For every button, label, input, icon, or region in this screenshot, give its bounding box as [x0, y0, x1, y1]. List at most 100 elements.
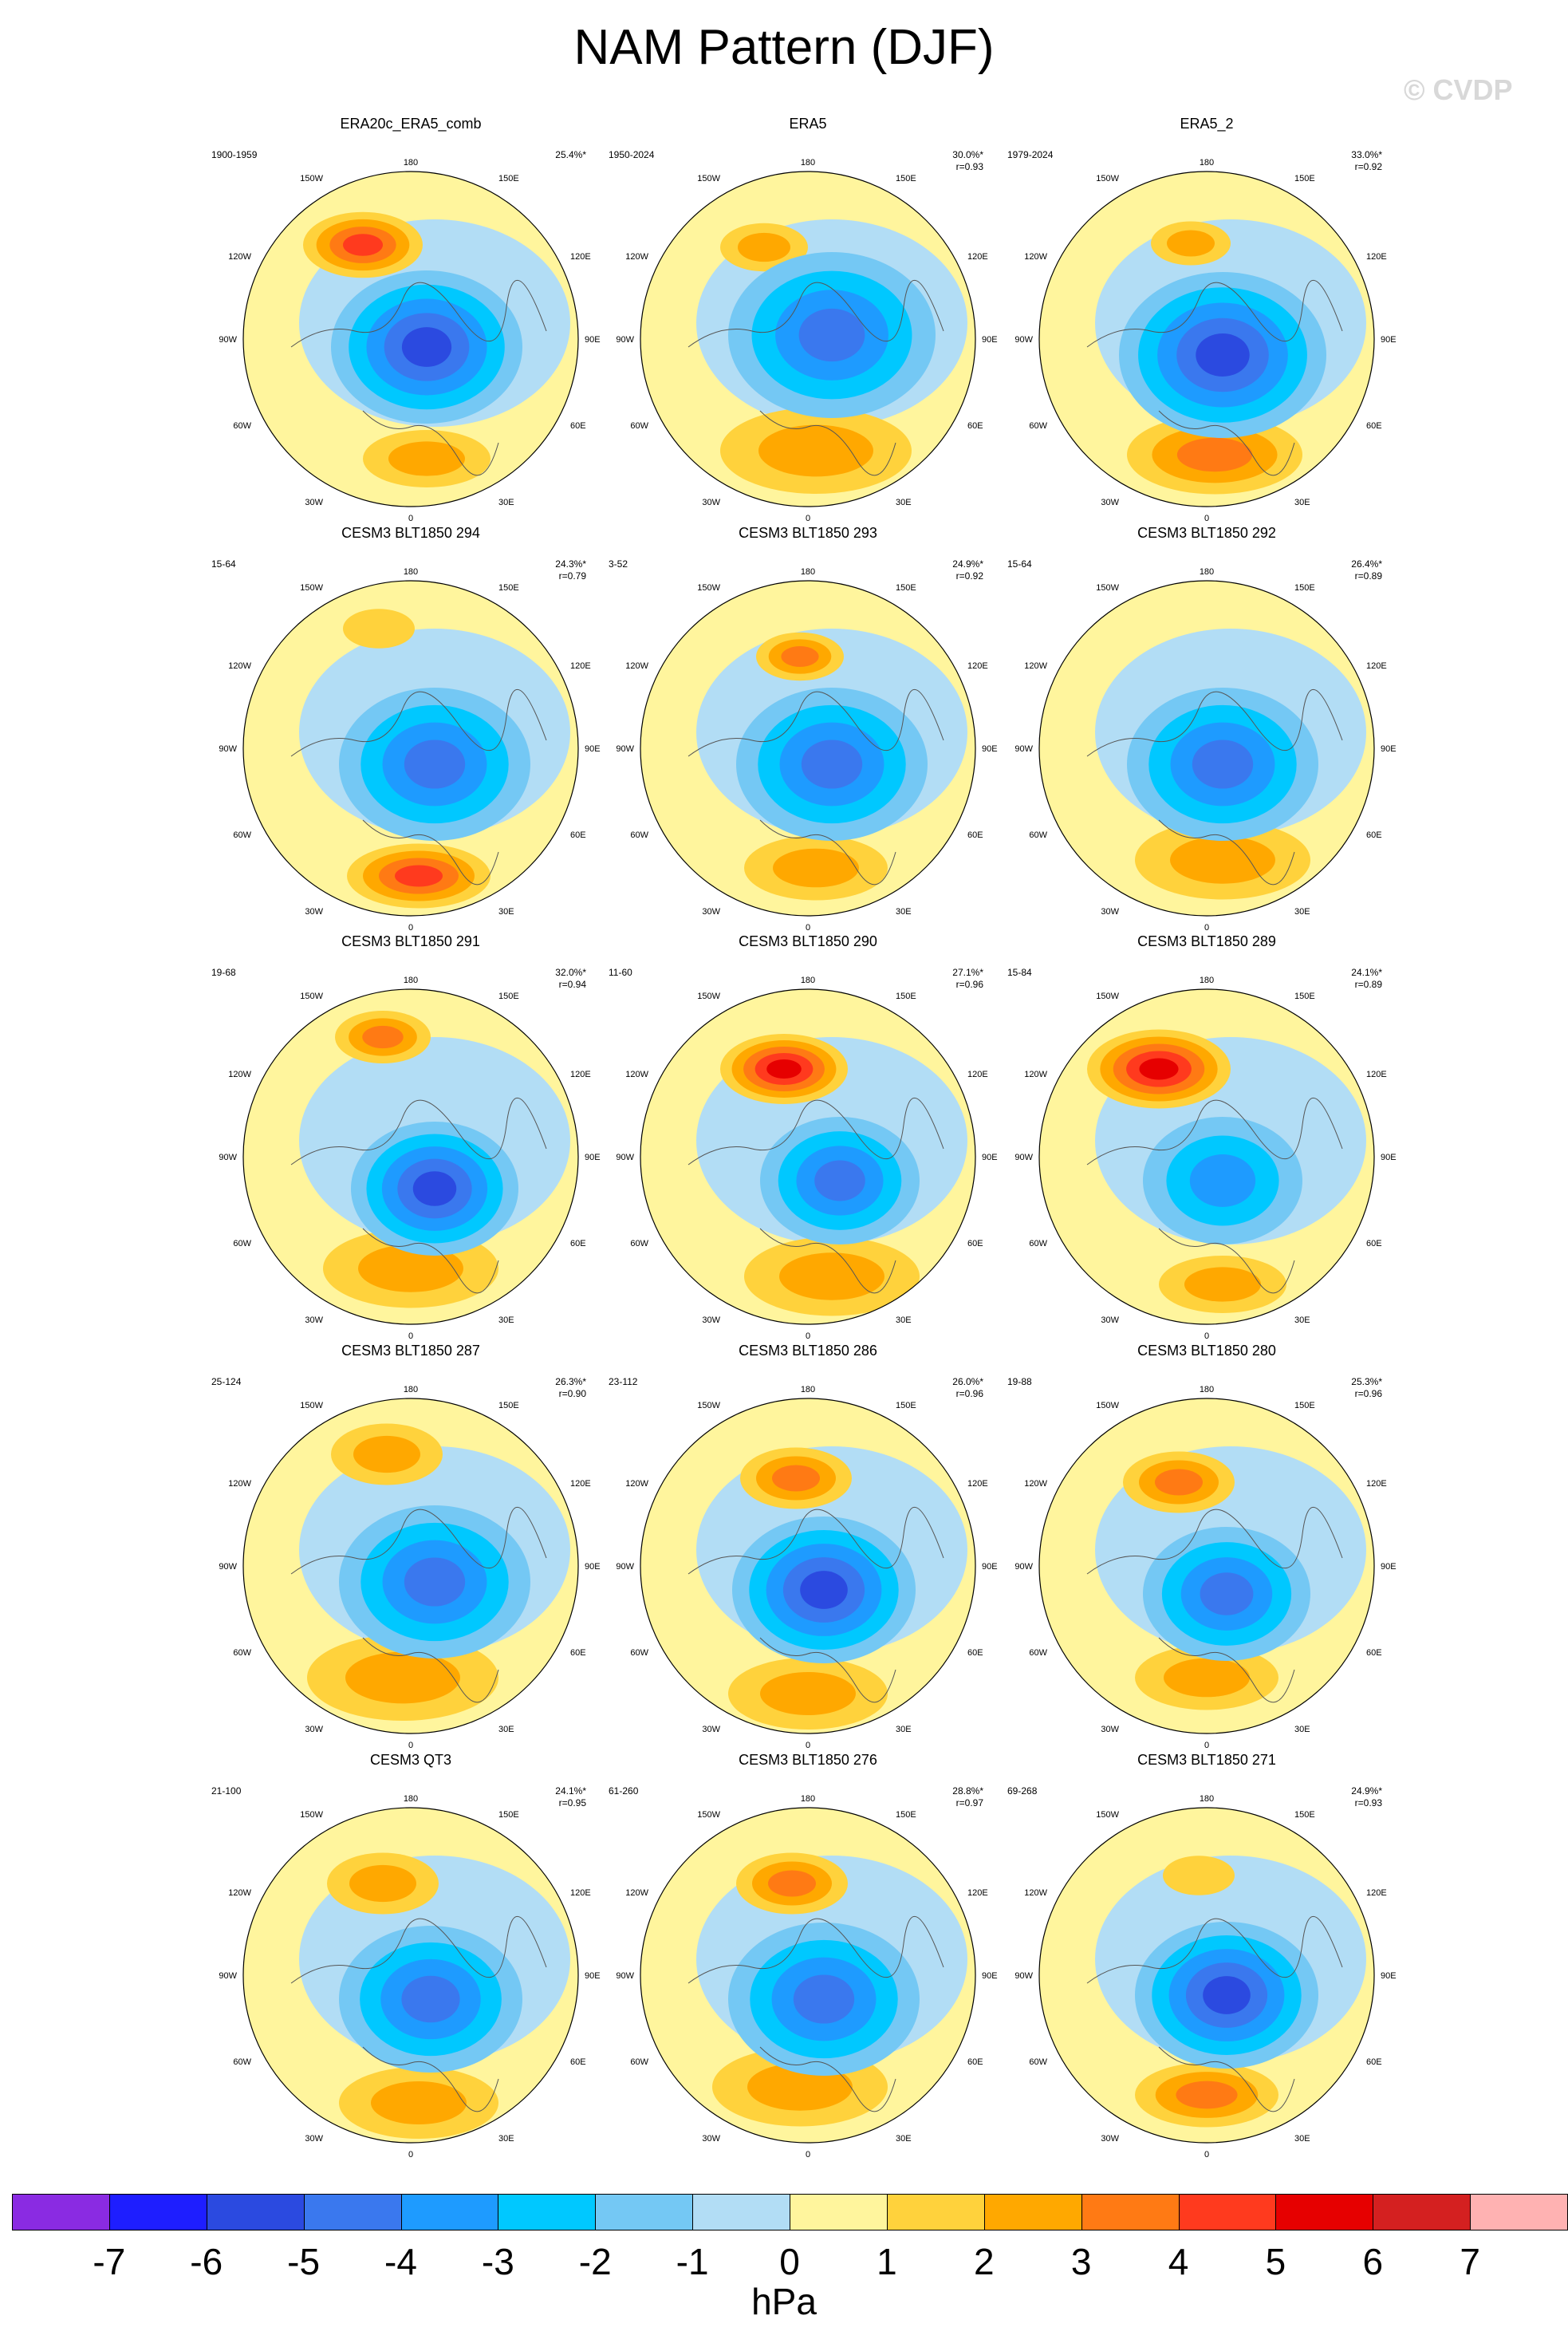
- svg-text:30W: 30W: [702, 907, 720, 917]
- pattern-correlation: r=0.96: [1354, 1388, 1382, 1399]
- polar-map: 180 0 90W 90E 150W 120W 150E 120E 60W 30W 60E 30E: [616, 567, 997, 933]
- svg-text:120W: 120W: [625, 1070, 648, 1079]
- svg-text:150E: 150E: [896, 174, 916, 183]
- pattern-correlation: r=0.96: [955, 979, 983, 990]
- svg-text:90W: 90W: [616, 335, 634, 345]
- svg-text:150W: 150W: [697, 583, 720, 593]
- svg-text:120W: 120W: [1024, 1888, 1047, 1898]
- panel-variance: 24.3%* r=0.79: [498, 558, 586, 582]
- svg-text:90W: 90W: [616, 1971, 634, 1981]
- map-panel: 180 0 90W 90E 150W 120W 150E 120E 60W 30W 60E 30E CE…: [601, 1752, 1015, 2167]
- panel-title: ERA5_2: [1180, 116, 1234, 132]
- colorbar-swatch: [1178, 2194, 1277, 2230]
- colorbar-swatch: [1470, 2194, 1568, 2230]
- panel-variance: 30.0%* r=0.93: [896, 149, 983, 173]
- variance-explained: 32.0%*: [555, 967, 586, 978]
- panel-variance: 28.8%* r=0.97: [896, 1785, 983, 1809]
- svg-text:180: 180: [1200, 1385, 1214, 1394]
- svg-text:60W: 60W: [630, 830, 648, 840]
- svg-text:0: 0: [806, 923, 810, 933]
- svg-text:0: 0: [1204, 514, 1209, 523]
- pattern-correlation: r=0.92: [1354, 161, 1382, 172]
- variance-explained: 25.4%*: [555, 149, 586, 160]
- map-panel: 180 0 90W 90E 150W 120W 150E 120E 60W 30W 60E 30E CE…: [601, 1343, 1015, 1757]
- svg-text:90E: 90E: [585, 744, 601, 754]
- svg-text:0: 0: [1204, 1741, 1209, 1750]
- svg-text:150W: 150W: [1096, 1810, 1119, 1820]
- colorbar-label: -6: [190, 2241, 223, 2282]
- svg-text:30W: 30W: [1101, 498, 1119, 507]
- svg-text:30E: 30E: [498, 1315, 514, 1325]
- panel-years: 21-100: [211, 1785, 242, 1797]
- svg-text:30E: 30E: [896, 1315, 912, 1325]
- panel-years: 1950-2024: [609, 149, 655, 160]
- pattern-correlation: r=0.89: [1354, 979, 1382, 990]
- svg-text:60W: 60W: [233, 2057, 251, 2067]
- panel-variance: 25.4%*: [498, 149, 586, 161]
- svg-text:90W: 90W: [1014, 1153, 1033, 1162]
- polar-map: 180 0 90W 90E 150W 120W 150E 120E 60W 30W 60E 30E: [219, 976, 600, 1341]
- svg-text:120W: 120W: [625, 252, 648, 262]
- svg-text:60E: 60E: [1366, 830, 1382, 840]
- svg-text:90W: 90W: [1014, 1562, 1033, 1572]
- panel-title: CESM3 BLT1850 286: [739, 1343, 877, 1359]
- svg-text:180: 180: [404, 567, 418, 577]
- svg-text:180: 180: [801, 976, 815, 985]
- panel-years: 11-60: [609, 967, 632, 978]
- panel-title: CESM3 BLT1850 290: [739, 933, 877, 949]
- svg-text:30W: 30W: [305, 498, 323, 507]
- svg-text:180: 180: [404, 158, 418, 168]
- svg-text:180: 180: [1200, 1794, 1214, 1804]
- svg-text:30E: 30E: [896, 907, 912, 917]
- svg-text:30W: 30W: [305, 907, 323, 917]
- panel-variance: 26.3%* r=0.90: [498, 1376, 586, 1400]
- colorbar-label: 6: [1362, 2241, 1384, 2282]
- svg-text:0: 0: [806, 1331, 810, 1341]
- svg-text:30E: 30E: [498, 498, 514, 507]
- pattern-correlation: r=0.79: [558, 570, 586, 582]
- panel-years: 15-64: [1007, 558, 1032, 570]
- map-panel: 180 0 90W 90E 150W 120W 150E 120E 60W 30W 60E 30E CE…: [203, 1343, 618, 1757]
- svg-text:150E: 150E: [498, 992, 519, 1001]
- colorbar-swatch: [498, 2194, 597, 2230]
- svg-text:150W: 150W: [1096, 992, 1119, 1001]
- svg-text:150W: 150W: [300, 583, 323, 593]
- svg-text:90E: 90E: [585, 1971, 601, 1981]
- colorbar-label: -5: [287, 2241, 321, 2282]
- svg-text:90E: 90E: [1381, 744, 1397, 754]
- svg-text:60W: 60W: [630, 421, 648, 431]
- svg-text:60E: 60E: [570, 830, 586, 840]
- svg-text:90E: 90E: [585, 1562, 601, 1572]
- svg-text:120W: 120W: [228, 661, 251, 671]
- polar-map: 180 0 90W 90E 150W 120W 150E 120E 60W 30W 60E 30E: [1014, 567, 1397, 933]
- svg-text:120W: 120W: [1024, 1479, 1047, 1489]
- svg-text:150E: 150E: [498, 1810, 519, 1820]
- panel-variance: 26.0%* r=0.96: [896, 1376, 983, 1400]
- pattern-correlation: r=0.89: [1354, 570, 1382, 582]
- svg-text:90W: 90W: [616, 744, 634, 754]
- panel-years: 23-112: [609, 1376, 638, 1387]
- pattern-correlation: r=0.97: [955, 1797, 983, 1808]
- map-panel: 180 0 90W 90E 150W 120W 150E 120E 60W 30W 60E 30E ER…: [203, 116, 618, 531]
- variance-explained: 33.0%*: [1351, 149, 1382, 160]
- svg-text:150W: 150W: [300, 174, 323, 183]
- svg-text:30W: 30W: [702, 498, 720, 507]
- map-panel: 180 0 90W 90E 150W 120W 150E 120E 60W 30W 60E 30E CE…: [203, 933, 618, 1348]
- svg-text:60E: 60E: [1366, 1239, 1382, 1248]
- panel-title: CESM3 BLT1850 280: [1137, 1343, 1276, 1359]
- svg-text:60E: 60E: [1366, 2057, 1382, 2067]
- svg-text:120W: 120W: [625, 1888, 648, 1898]
- svg-text:90W: 90W: [1014, 335, 1033, 345]
- svg-text:90E: 90E: [1381, 1562, 1397, 1572]
- panel-title: CESM3 BLT1850 287: [341, 1343, 480, 1359]
- svg-text:90E: 90E: [982, 335, 998, 345]
- svg-text:180: 180: [801, 1794, 815, 1804]
- panel-variance: 24.1%* r=0.89: [1294, 967, 1382, 991]
- panel-variance: 27.1%* r=0.96: [896, 967, 983, 991]
- svg-text:150W: 150W: [300, 992, 323, 1001]
- colorbar-swatch: [692, 2194, 790, 2230]
- svg-text:180: 180: [404, 1794, 418, 1804]
- svg-text:0: 0: [408, 923, 413, 933]
- svg-text:90W: 90W: [1014, 744, 1033, 754]
- colorbar-label: 3: [1070, 2241, 1092, 2282]
